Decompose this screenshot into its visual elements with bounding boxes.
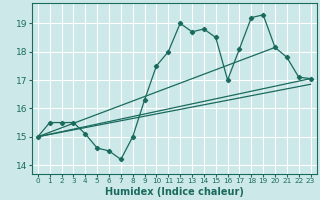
X-axis label: Humidex (Indice chaleur): Humidex (Indice chaleur) — [105, 187, 244, 197]
